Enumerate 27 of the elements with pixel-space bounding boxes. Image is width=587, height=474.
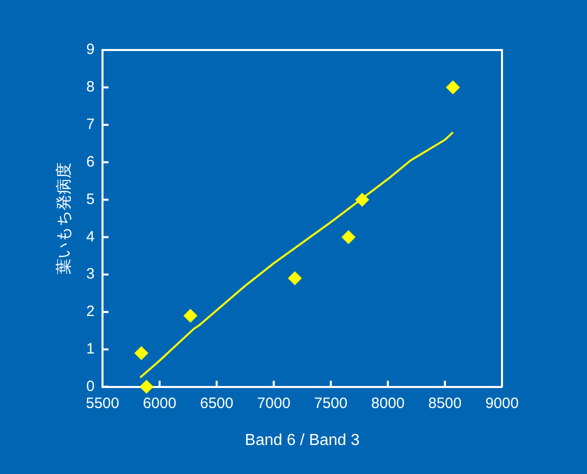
point [288,271,302,286]
point [183,308,198,323]
x-tick-label: 6000 [142,394,176,412]
y-tick-label: 1 [86,340,95,358]
point [139,380,154,394]
y-tick-label: 4 [86,228,95,246]
y-axis-title: 葉いもち発病度 [55,162,74,274]
x-tick-label: 5500 [86,394,120,412]
y-tick-label: 0 [86,378,95,395]
x-tick-label: 7000 [257,394,290,412]
y-tick-label: 5 [86,190,95,208]
y-tick-label: 2 [86,303,95,320]
y-tick-label: 8 [86,78,95,96]
point [446,80,460,94]
x-tick-label: 7500 [314,394,348,412]
y-tick-label: 7 [86,116,95,133]
point [134,346,148,360]
point [341,230,356,244]
y-tick-label: 9 [86,41,95,58]
point [355,192,370,207]
x-axis-title: Band 6 / Band 3 [244,432,360,449]
y-tick-label: 6 [86,153,95,170]
x-tick-label: 8500 [428,394,462,412]
x-tick-label: 9000 [485,394,519,412]
y-tick-label: 3 [86,266,95,283]
x-tick-label: 6500 [200,394,234,412]
x-tick-label: 8000 [371,394,405,412]
